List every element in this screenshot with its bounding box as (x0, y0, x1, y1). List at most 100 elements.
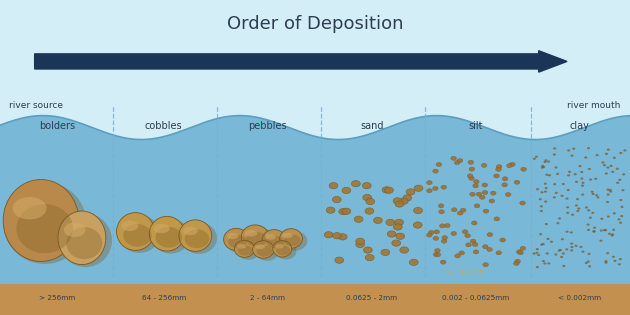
Text: 0.0625 - 2mm: 0.0625 - 2mm (346, 295, 398, 301)
Ellipse shape (570, 155, 573, 157)
Ellipse shape (597, 196, 600, 198)
Ellipse shape (414, 207, 423, 214)
Ellipse shape (517, 250, 522, 254)
Ellipse shape (542, 260, 545, 262)
Ellipse shape (452, 208, 457, 212)
Ellipse shape (481, 163, 487, 167)
Ellipse shape (585, 206, 588, 209)
Ellipse shape (226, 231, 254, 253)
Ellipse shape (593, 227, 596, 229)
Ellipse shape (581, 182, 585, 184)
Ellipse shape (482, 183, 488, 187)
Ellipse shape (494, 174, 500, 178)
Ellipse shape (363, 194, 372, 201)
Ellipse shape (548, 174, 551, 176)
Ellipse shape (620, 215, 623, 217)
Ellipse shape (121, 220, 139, 231)
Ellipse shape (541, 165, 544, 167)
Ellipse shape (466, 243, 471, 247)
Text: 0.002 - 0.0625mm: 0.002 - 0.0625mm (442, 295, 509, 301)
Ellipse shape (542, 243, 545, 245)
Ellipse shape (581, 185, 584, 187)
Ellipse shape (568, 171, 571, 173)
Ellipse shape (536, 248, 539, 250)
Ellipse shape (457, 158, 463, 163)
Ellipse shape (613, 157, 616, 159)
Ellipse shape (410, 259, 418, 266)
Ellipse shape (546, 174, 549, 176)
Ellipse shape (587, 229, 590, 231)
Ellipse shape (342, 208, 351, 215)
Ellipse shape (433, 236, 438, 240)
Ellipse shape (607, 189, 610, 191)
Ellipse shape (605, 153, 608, 155)
Ellipse shape (467, 174, 473, 178)
Ellipse shape (613, 212, 616, 215)
Ellipse shape (592, 231, 595, 233)
Ellipse shape (567, 174, 570, 176)
Ellipse shape (496, 251, 501, 255)
Ellipse shape (572, 147, 575, 150)
Ellipse shape (566, 206, 570, 209)
Ellipse shape (255, 243, 279, 261)
Text: < 0.002mm: < 0.002mm (558, 295, 601, 301)
Ellipse shape (606, 166, 609, 169)
Ellipse shape (352, 180, 360, 187)
Ellipse shape (224, 228, 249, 250)
Ellipse shape (502, 177, 508, 181)
Ellipse shape (469, 176, 474, 180)
Ellipse shape (570, 243, 573, 245)
Ellipse shape (468, 160, 474, 164)
Ellipse shape (149, 216, 185, 251)
Ellipse shape (619, 152, 622, 154)
Ellipse shape (282, 233, 293, 238)
Ellipse shape (612, 229, 616, 231)
Ellipse shape (255, 244, 265, 249)
Ellipse shape (393, 224, 402, 230)
Ellipse shape (118, 215, 160, 253)
Ellipse shape (590, 191, 593, 193)
Ellipse shape (556, 173, 559, 175)
Ellipse shape (609, 190, 612, 192)
Ellipse shape (540, 205, 543, 208)
Ellipse shape (588, 265, 591, 267)
Ellipse shape (228, 235, 247, 248)
Ellipse shape (587, 223, 590, 226)
Ellipse shape (494, 217, 500, 221)
Ellipse shape (622, 173, 625, 175)
Ellipse shape (576, 198, 579, 200)
Text: pebbles: pebbles (248, 121, 287, 131)
Ellipse shape (570, 231, 573, 233)
Ellipse shape (587, 253, 590, 255)
Ellipse shape (381, 249, 390, 255)
Ellipse shape (558, 249, 561, 252)
Ellipse shape (515, 259, 520, 263)
Ellipse shape (502, 183, 508, 187)
Ellipse shape (576, 210, 580, 212)
Ellipse shape (533, 158, 536, 160)
Ellipse shape (575, 181, 578, 183)
Ellipse shape (117, 213, 154, 250)
Ellipse shape (185, 229, 209, 248)
Ellipse shape (513, 261, 519, 266)
Ellipse shape (387, 231, 396, 237)
Ellipse shape (592, 230, 595, 232)
Ellipse shape (451, 156, 457, 160)
Ellipse shape (400, 247, 409, 253)
Ellipse shape (562, 183, 565, 185)
Ellipse shape (520, 246, 525, 250)
Ellipse shape (521, 167, 527, 171)
Ellipse shape (364, 247, 372, 253)
Ellipse shape (472, 184, 478, 188)
Ellipse shape (183, 226, 198, 235)
Ellipse shape (558, 217, 561, 220)
Ellipse shape (587, 147, 590, 149)
Ellipse shape (540, 210, 543, 212)
Ellipse shape (435, 249, 440, 253)
Ellipse shape (542, 166, 545, 168)
Ellipse shape (273, 241, 292, 257)
Ellipse shape (570, 246, 573, 248)
Ellipse shape (607, 193, 610, 196)
Text: 64 - 256mm: 64 - 256mm (142, 295, 186, 301)
Ellipse shape (276, 246, 290, 255)
